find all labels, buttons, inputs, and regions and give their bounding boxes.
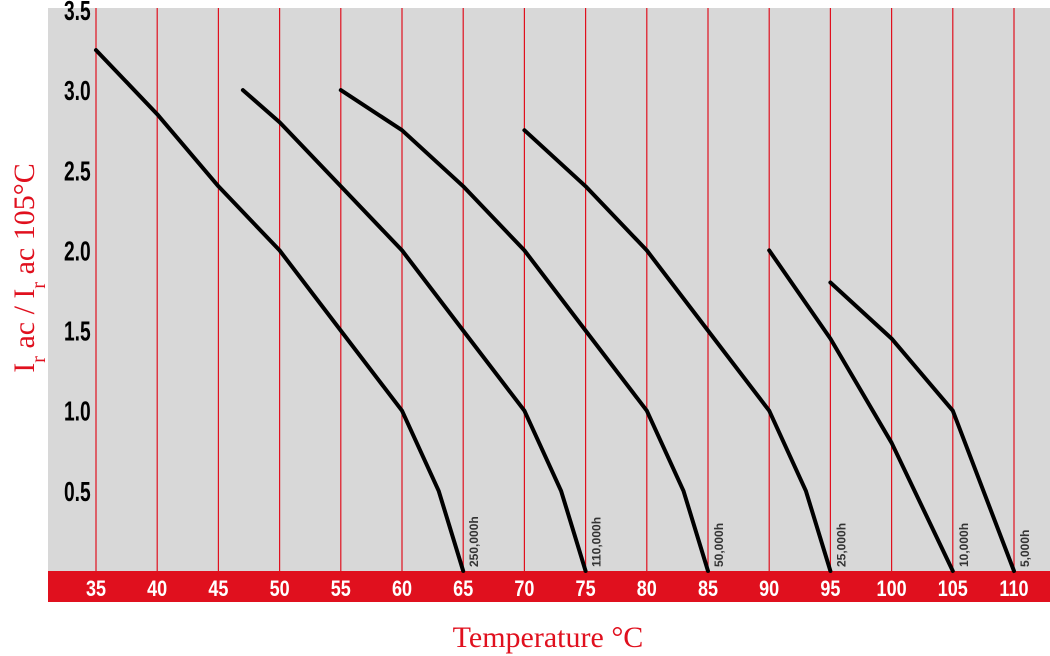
series-line-110000h <box>240 88 588 573</box>
series-label: 25,000h <box>834 523 848 567</box>
x-tick-label: 60 <box>392 577 412 601</box>
y-axis-label: Ir ac / Ir ac 105°C <box>8 163 50 372</box>
series-labels: 250,000h 110,000h 50,000h 25,000h 10,000h 5,0… <box>467 516 1032 567</box>
y-tick-label: 2.0 <box>64 236 91 267</box>
series-line-25000h <box>522 128 833 573</box>
series-label: 110,000h <box>590 517 604 567</box>
y-tick-label: 3.0 <box>64 76 91 107</box>
plot-background <box>48 8 1050 571</box>
series-line-50000h <box>338 88 710 573</box>
series-label: 5,000h <box>1018 530 1032 567</box>
x-tick-label: 95 <box>820 577 840 601</box>
x-axis-label: Temperature °C <box>453 621 644 654</box>
y-label-sub2: r <box>28 282 50 289</box>
y-label-part3: ac 105°C <box>8 163 41 282</box>
x-axis-band <box>48 571 1050 602</box>
y-tick-label: 3.5 <box>64 0 91 27</box>
x-tick-label: 100 <box>877 577 907 601</box>
series-label: 50,000h <box>712 523 726 567</box>
x-tick-label: 105 <box>938 577 968 601</box>
series-lines <box>94 48 1016 573</box>
x-tick-label: 80 <box>637 577 657 601</box>
x-tick-label: 35 <box>86 577 106 601</box>
series-label: 250,000h <box>467 516 481 567</box>
x-tick-label: 55 <box>331 577 351 601</box>
x-tick-label: 45 <box>208 577 228 601</box>
y-tick-label: 0.5 <box>64 476 91 507</box>
x-tick-label: 40 <box>147 577 167 601</box>
series-line-5000h <box>828 280 1016 573</box>
y-tick-labels: 0.5 1.0 1.5 2.0 2.5 3.0 3.5 <box>64 0 91 508</box>
series-line-10000h <box>767 248 955 573</box>
x-tick-labels: 35 40 45 50 55 60 65 70 75 80 85 90 95 100 105 110 <box>86 577 1029 601</box>
grid-lines <box>95 8 1015 571</box>
y-tick-label: 1.5 <box>64 316 91 347</box>
y-tick-label: 1.0 <box>64 396 91 427</box>
x-tick-label: 90 <box>759 577 779 601</box>
series-line-250000h <box>94 48 466 573</box>
x-tick-label: 85 <box>698 577 718 601</box>
series-label: 10,000h <box>957 523 971 567</box>
y-tick-label: 2.5 <box>64 156 91 187</box>
y-label-part2: ac / I <box>8 289 41 356</box>
x-tick-label: 110 <box>999 577 1028 601</box>
x-tick-label: 70 <box>514 577 534 601</box>
x-tick-label: 50 <box>270 577 290 601</box>
x-tick-label: 75 <box>576 577 596 601</box>
y-label-sub1: r <box>28 356 50 363</box>
y-label-part1: I <box>8 363 41 373</box>
x-tick-label: 65 <box>453 577 473 601</box>
